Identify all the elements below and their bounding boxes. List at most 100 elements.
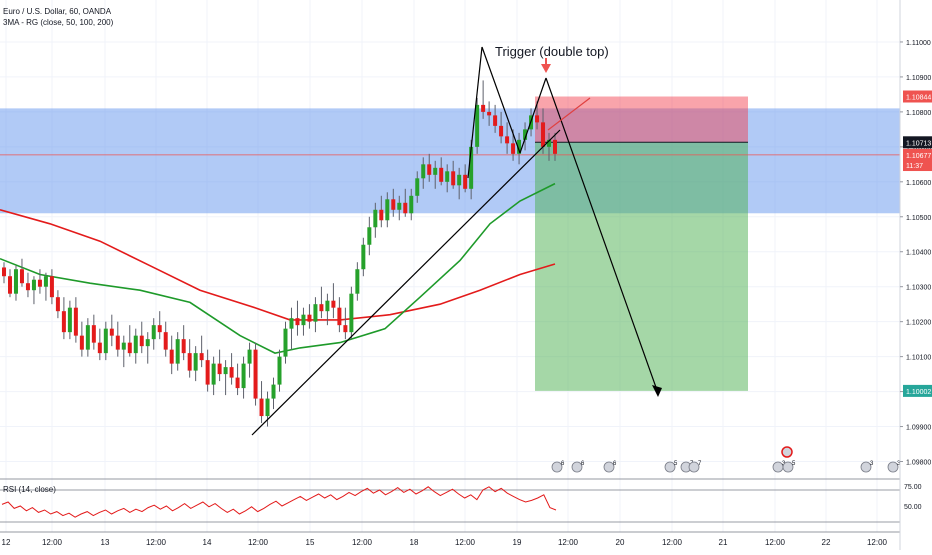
event-count: 6 [561,461,565,467]
price-label-box [903,159,932,172]
trend-line [251,129,561,436]
price-label-box [903,90,932,103]
event-icon [603,461,615,473]
candle-body [313,304,318,322]
x-tick-label: 12:00 [765,538,786,547]
candle-body [421,164,426,179]
candle-body [505,136,510,144]
zones [0,96,900,391]
candle-body [541,122,546,147]
candle-body [487,111,492,116]
x-tick-label: 12:00 [42,538,63,547]
x-tick-label: 12:00 [662,538,683,547]
candle-body [73,307,78,336]
candle-body [127,342,132,354]
candle-body [403,202,408,214]
y-tick-label: 1.09900 [906,425,931,432]
candle-body [55,297,60,312]
event-icon [860,461,872,473]
candle-body [451,171,456,186]
candle-body [157,325,162,333]
event-count: 5 [792,461,796,467]
event-count: 6 [613,461,617,467]
candle-body [277,356,282,385]
rsi-tick-label: 75.00 [904,484,922,491]
candle-body [547,139,552,147]
candle-body [517,139,522,154]
candle-body [469,146,474,189]
rsi-line [1,486,557,518]
candle-body [217,363,222,375]
candle-body [37,279,42,287]
candle-body [19,269,24,284]
candle-body [433,167,438,175]
candle-body [271,384,276,399]
candle-body [295,318,300,326]
rsi-pane: 75.00 50.00 [0,484,922,523]
candles [2,80,557,427]
y-tick-label: 1.10900 [906,75,931,82]
candle-body [121,342,126,350]
x-tick-label: 20 [616,538,625,547]
x-tick-label: 12:00 [867,538,888,547]
trigger-marker [541,64,551,73]
candle-body [475,104,480,147]
event-icon [782,461,794,473]
candle-body [319,304,324,312]
grid [0,0,900,532]
candle-body [463,174,468,189]
y-tick-label: 1.10700 [906,145,931,152]
event-count: 3 [870,461,874,467]
x-tick-label: 14 [203,538,212,547]
candle-body [307,314,312,322]
double-top-leg-2 [481,46,521,154]
candle-body [343,325,348,333]
candle-body [391,199,396,210]
y-tick-label: 1.10100 [906,355,931,362]
candle-body [43,276,48,287]
candle-body [481,104,486,112]
rsi-label: RSI (14, close) [3,485,56,494]
y-tick-label: 1.10300 [906,285,931,292]
candle-body [427,164,432,175]
candle-body [325,300,330,312]
candle-body [163,332,168,350]
candle-body [139,335,144,347]
x-tick-label: 15 [306,538,315,547]
price-label-box [903,148,932,161]
event-icon [688,461,700,473]
event-icon [887,461,899,473]
event-count: 5 [674,461,678,467]
x-tick-label: 12:00 [146,538,167,547]
candle-body [199,353,204,361]
candle-body [499,125,504,137]
candle-body [229,367,234,378]
candle-body [13,269,18,294]
x-tick-label: 18 [410,538,419,547]
candle-body [253,349,258,399]
candle-body [205,360,210,385]
candle-body [511,143,516,154]
x-tick-label: 19 [513,538,522,547]
y-tick-label: 1.11000 [906,40,931,47]
candle-body [379,209,384,221]
candle-body [457,174,462,186]
x-tick-label: 12:00 [558,538,579,547]
projection-arrowhead [652,385,662,397]
x-tick-label: 12:00 [248,538,269,547]
candle-body [397,202,402,210]
price-label-box [903,136,932,149]
double-top-leg-1 [467,46,483,179]
price-label-text: 1.10844 [906,94,931,101]
x-tick-label: 22 [822,538,831,547]
stop-loss-zone [535,96,748,143]
candle-body [493,115,498,126]
ma-red-line [0,209,556,321]
candle-body [25,283,30,291]
price-label-text: 1.10002 [906,389,931,396]
candle-body [79,335,84,350]
candle-body [67,307,72,333]
candle-body [283,328,288,357]
